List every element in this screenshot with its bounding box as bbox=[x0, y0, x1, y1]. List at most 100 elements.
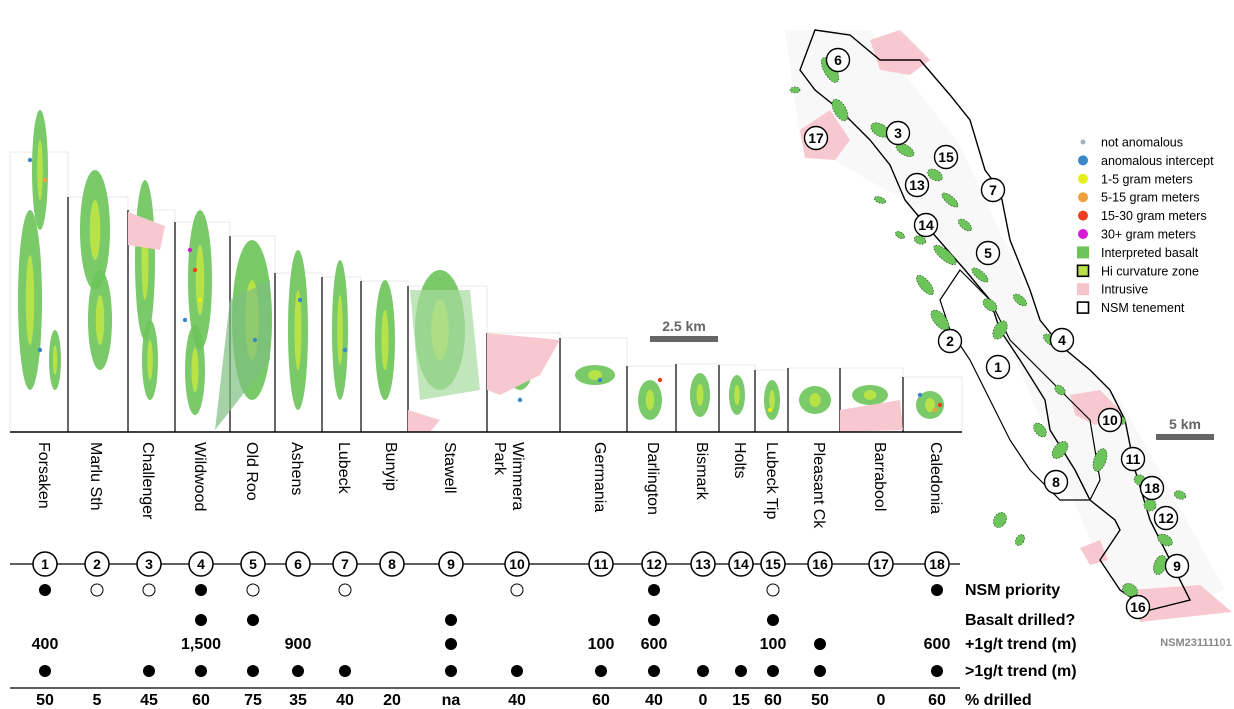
gt_trend-dot bbox=[247, 665, 259, 677]
strip-scale-bar: 2.5 km bbox=[650, 318, 718, 342]
plus-trend-value: 600 bbox=[641, 636, 668, 653]
map-basalt-lens bbox=[941, 192, 959, 208]
prospect-name: Holts bbox=[731, 442, 748, 478]
prospect-name: Park bbox=[491, 442, 508, 476]
basalt-dot bbox=[445, 614, 457, 626]
prospect-number: 2 bbox=[93, 556, 101, 572]
prospect-column: 6 900 35 bbox=[285, 551, 311, 709]
map-basalt-lens bbox=[895, 143, 915, 157]
map-prospect-marker: 2 bbox=[937, 328, 963, 354]
map-basalt-lens bbox=[982, 298, 998, 312]
prospect-name: Forsaken bbox=[35, 442, 52, 509]
assay-dot bbox=[252, 337, 258, 343]
map-prospect-number: 15 bbox=[938, 149, 954, 165]
prospect-strip bbox=[321, 260, 362, 433]
prospect-number-badge bbox=[438, 551, 464, 577]
prospect-number-badge bbox=[136, 551, 162, 577]
prospect-number-badge bbox=[332, 551, 358, 577]
hi-curvature-zone bbox=[769, 390, 775, 410]
gt_trend-dot bbox=[292, 665, 304, 677]
prospect-number-badge bbox=[641, 551, 667, 577]
prospect-column: 25 bbox=[84, 551, 110, 709]
prospect-names: Forsaken Marlu Sth Challenger Wildwood Old R… bbox=[35, 442, 944, 529]
prospect-column: 18 600 60 bbox=[924, 551, 950, 709]
prospect-column: 11 100 60 bbox=[588, 551, 614, 709]
map-prospect-number: 12 bbox=[1158, 510, 1174, 526]
prospect-name: Wildwood bbox=[191, 442, 208, 511]
hi-curvature-zone bbox=[195, 245, 205, 315]
map-basalt-lens bbox=[1051, 441, 1069, 459]
hi-curvature-zone bbox=[925, 398, 935, 412]
map-prospect-circle bbox=[1164, 553, 1190, 579]
prospect-name: Pleasant Ck bbox=[810, 442, 827, 529]
assay-dot bbox=[657, 377, 663, 383]
map-legend: not anomalous anomalous intercept 1-5 gram… bbox=[1076, 136, 1214, 315]
strip-scale-bar-rect bbox=[650, 336, 718, 342]
prospect-number-badge bbox=[240, 551, 266, 577]
prospect-strip bbox=[675, 363, 720, 433]
basalt-dot bbox=[195, 614, 207, 626]
legend-item: not anomalous bbox=[1080, 136, 1183, 150]
prospect-number: 16 bbox=[812, 556, 828, 572]
assay-dot bbox=[297, 297, 303, 303]
assay-dot bbox=[917, 392, 923, 398]
map-basalt-lens bbox=[916, 274, 934, 296]
map-basalt-lens bbox=[1157, 533, 1173, 547]
assay-dot bbox=[597, 377, 603, 383]
legend-item: 5-15 gram meters bbox=[1078, 191, 1200, 205]
prospect-name: Old Roo bbox=[243, 442, 260, 501]
gt_trend-dot bbox=[39, 665, 51, 677]
pct-drilled-value: 60 bbox=[192, 692, 210, 709]
pct-drilled-value: 5 bbox=[93, 692, 102, 709]
map-scale-bar-rect bbox=[1156, 434, 1214, 440]
gt_trend-dot bbox=[814, 665, 826, 677]
map-prospect-number: 18 bbox=[1144, 480, 1160, 496]
map-prospect-circle bbox=[937, 328, 963, 354]
map-prospect-circle bbox=[885, 120, 911, 146]
hi-curvature-zone bbox=[25, 255, 35, 345]
map-prospect-marker: 17 bbox=[803, 125, 829, 151]
prospect-number-badge bbox=[84, 551, 110, 577]
legend-label: anomalous intercept bbox=[1101, 154, 1214, 168]
legend-swatch bbox=[1077, 283, 1089, 296]
prospect-name: Caledonia bbox=[927, 442, 944, 514]
gt_trend-dot bbox=[511, 665, 523, 677]
priority-open-dot bbox=[766, 583, 780, 597]
map-prospect-number: 11 bbox=[1126, 451, 1141, 467]
map-prospect-circle bbox=[1043, 469, 1069, 495]
gt_trend-dot bbox=[931, 665, 943, 677]
priority-open-dot bbox=[246, 583, 260, 597]
prospect-number-badge bbox=[807, 551, 833, 577]
hi-curvature-zone bbox=[588, 370, 602, 380]
assay-dot bbox=[342, 347, 348, 353]
map-scale-bar: 5 km bbox=[1156, 416, 1214, 440]
map-prospect-marker: 10 bbox=[1097, 407, 1123, 433]
assay-dot bbox=[197, 297, 203, 303]
map-basalt-lens bbox=[1054, 384, 1066, 396]
map-prospect-circle bbox=[904, 172, 930, 198]
map-basalt-lens bbox=[913, 235, 927, 245]
prospect-number-badge bbox=[379, 551, 405, 577]
map-basalt-lens bbox=[1013, 293, 1027, 307]
map-basalt-lens bbox=[895, 231, 905, 239]
prospect-number-badge bbox=[868, 551, 894, 577]
prospect-strips bbox=[9, 110, 963, 433]
prospect-number-badge bbox=[588, 551, 614, 577]
map-prospect-number: 13 bbox=[909, 177, 925, 193]
hi-curvature-zone bbox=[337, 295, 343, 365]
map-prospect-number: 3 bbox=[894, 125, 902, 141]
map-prospect-number: 8 bbox=[1052, 474, 1060, 490]
prospect-column: 9 na bbox=[438, 551, 464, 709]
legend-label: 30+ gram meters bbox=[1101, 228, 1196, 242]
legend-item: Hi curvature zone bbox=[1076, 264, 1199, 278]
prospect-name: Ashens bbox=[288, 442, 305, 495]
prospect-column: 10 40 bbox=[504, 551, 530, 709]
prospect-column: 8 20 bbox=[379, 551, 405, 709]
legend-label: Hi curvature zone bbox=[1101, 264, 1199, 278]
pct-drilled-value: 60 bbox=[764, 692, 782, 709]
gt_trend-dot bbox=[735, 665, 747, 677]
prospect-number: 18 bbox=[929, 556, 945, 572]
prospect-name: Stawell bbox=[441, 442, 458, 494]
prospect-column: 5 75 bbox=[240, 551, 266, 709]
